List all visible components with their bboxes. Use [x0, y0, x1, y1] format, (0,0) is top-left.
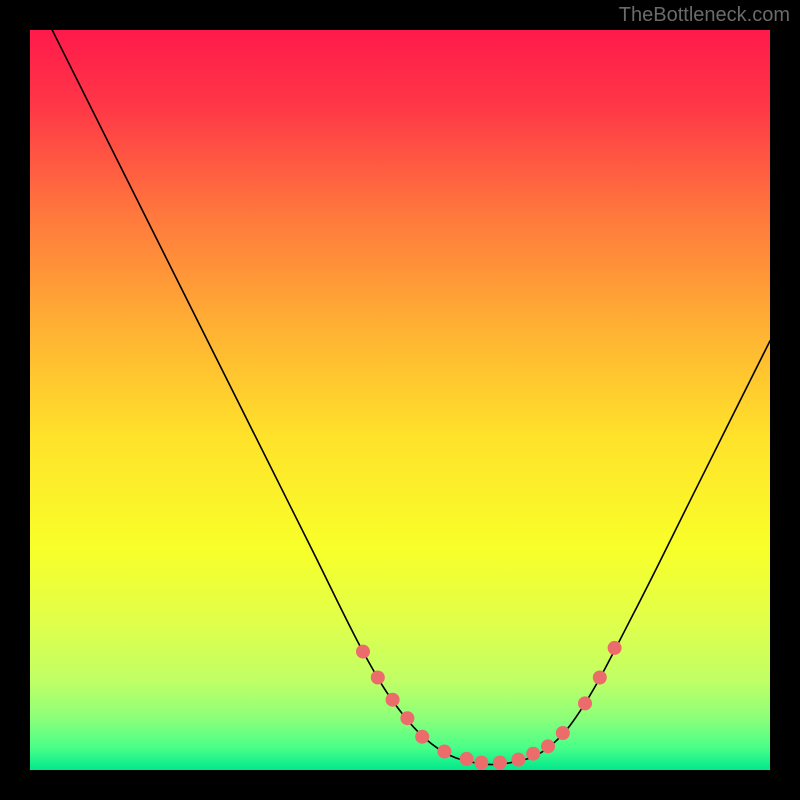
- chart-frame: TheBottleneck.com: [0, 0, 800, 800]
- plot-svg: [30, 30, 770, 770]
- watermark-text: TheBottleneck.com: [619, 4, 790, 27]
- bottleneck-plot: [30, 30, 770, 770]
